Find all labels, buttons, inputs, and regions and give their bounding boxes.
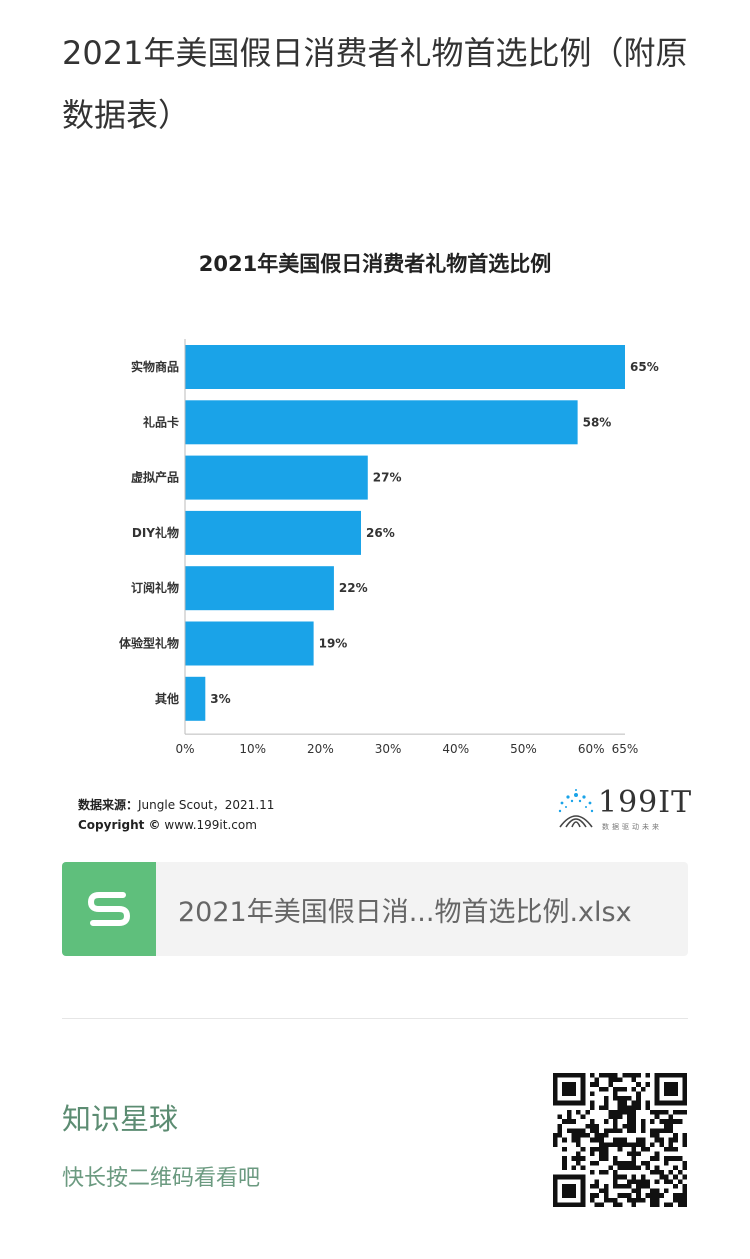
category-label: 虚拟产品 bbox=[131, 470, 179, 485]
category-label: DIY礼物 bbox=[132, 525, 179, 540]
bar bbox=[185, 566, 334, 611]
logo-199it: 199IT 数据驱动未来 bbox=[554, 785, 691, 835]
category-label: 实物商品 bbox=[131, 359, 179, 374]
bar bbox=[185, 621, 314, 666]
file-name: 2021年美国假日消...物首选比例.xlsx bbox=[178, 896, 632, 928]
bar bbox=[185, 676, 206, 721]
source-block: 数据来源：Jungle Scout，2021.11 Copyright © ww… bbox=[78, 795, 274, 835]
category-label: 订阅礼物 bbox=[131, 580, 179, 595]
x-tick-label: 60% bbox=[578, 742, 605, 756]
x-tick-label: 20% bbox=[307, 742, 334, 756]
value-label: 27% bbox=[373, 471, 402, 485]
spreadsheet-s-icon bbox=[62, 862, 156, 956]
category-label: 体验型礼物 bbox=[119, 636, 179, 651]
value-label: 19% bbox=[319, 637, 348, 651]
category-label: 礼品卡 bbox=[143, 414, 179, 429]
x-tick-label: 40% bbox=[442, 742, 469, 756]
copyright-label: Copyright © bbox=[78, 818, 161, 832]
zsxq-subtitle: 快长按二维码看看吧 bbox=[62, 1166, 261, 1191]
divider bbox=[62, 1018, 688, 1019]
logo-subtitle: 数据驱动未来 bbox=[602, 823, 662, 831]
source-label: 数据来源： bbox=[78, 798, 139, 812]
article-title: 2021年美国假日消费者礼物首选比例（附原数据表） bbox=[62, 34, 688, 134]
x-tick-label: 30% bbox=[375, 742, 402, 756]
category-label: 其他 bbox=[155, 691, 179, 706]
x-tick-label: 50% bbox=[510, 742, 537, 756]
file-attachment[interactable]: 2021年美国假日消...物首选比例.xlsx bbox=[62, 862, 688, 956]
logo-text: 199IT bbox=[598, 785, 693, 820]
value-label: 22% bbox=[339, 581, 368, 595]
bar-chart: 实物商品 65% 礼品卡 58% 虚拟产品 27% DIY礼物 26% 订阅礼物 22% 体验型礼物… bbox=[119, 339, 659, 756]
x-tick-label: 65% bbox=[612, 742, 639, 756]
value-label: 58% bbox=[583, 415, 612, 429]
qr-code-icon[interactable] bbox=[553, 1073, 687, 1207]
copyright-text: www.199it.com bbox=[164, 818, 257, 832]
dandelion-icon bbox=[558, 789, 594, 828]
bar bbox=[185, 510, 361, 555]
bar bbox=[185, 400, 578, 445]
chart-image: 2021年美国假日消费者礼物首选比例 实物商品 65% 礼品卡 58% 虚拟产品 27% D… bbox=[62, 230, 691, 850]
value-label: 26% bbox=[366, 526, 395, 540]
zsxq-title: 知识星球 bbox=[62, 1102, 179, 1136]
source-text: Jungle Scout，2021.11 bbox=[138, 798, 275, 812]
bar bbox=[185, 345, 625, 389]
x-tick-label: 0% bbox=[175, 742, 194, 756]
x-tick-label: 10% bbox=[239, 742, 266, 756]
bar bbox=[185, 455, 368, 500]
value-label: 65% bbox=[630, 360, 659, 374]
value-label: 3% bbox=[210, 692, 230, 706]
chart-title: 2021年美国假日消费者礼物首选比例 bbox=[198, 252, 552, 276]
